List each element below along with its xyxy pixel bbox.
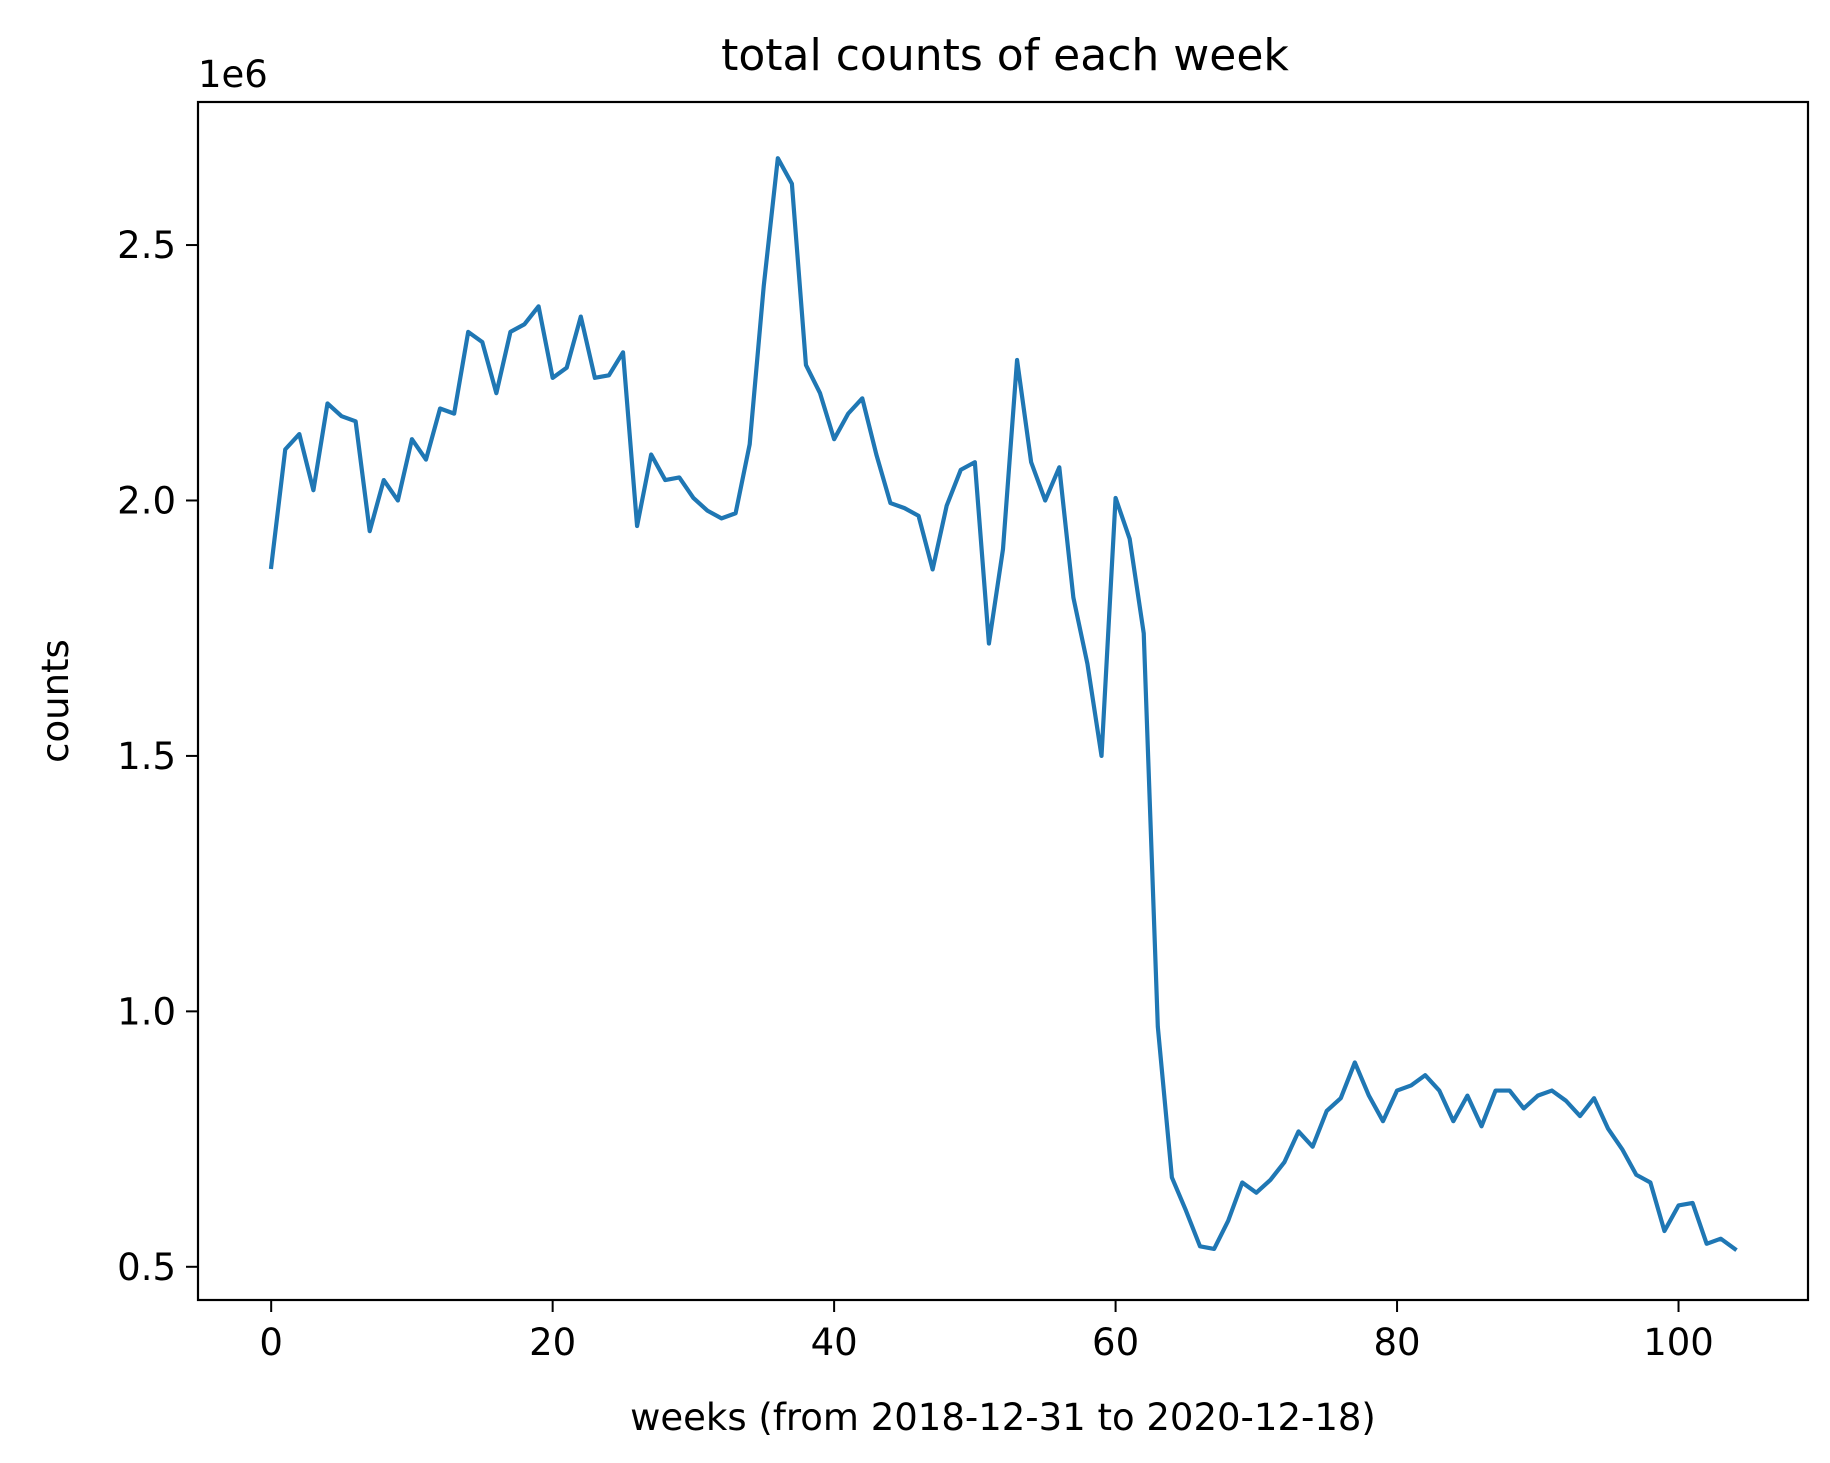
plot-area xyxy=(268,156,1738,1252)
chart-title: total counts of each week xyxy=(721,30,1289,81)
y-tick-label: 1.5 xyxy=(117,735,176,778)
x-tick-label: 20 xyxy=(529,1321,576,1364)
x-tick-label: 80 xyxy=(1374,1321,1421,1364)
x-tick-label: 40 xyxy=(811,1321,858,1364)
y-tick-label: 1.0 xyxy=(117,990,176,1033)
x-axis-label: weeks (from 2018-12-31 to 2020-12-18) xyxy=(630,1396,1376,1439)
y-tick-label: 2.5 xyxy=(117,224,176,267)
x-tick-label: 100 xyxy=(1643,1321,1714,1364)
plot-frame xyxy=(196,100,1810,1302)
y-tick-label: 2.0 xyxy=(117,479,176,522)
series-line-0 xyxy=(268,156,1738,1252)
y-offset-label: 1e6 xyxy=(198,53,268,96)
y-axis-label: counts xyxy=(34,639,77,763)
axis-ticks: 0 20 40 60 80 100 0.5 1.0 1.5 2.0 2.5 xyxy=(117,224,1714,1364)
x-tick-label: 60 xyxy=(1092,1321,1139,1364)
y-tick-label: 0.5 xyxy=(117,1246,176,1289)
x-tick-label: 0 xyxy=(259,1321,283,1364)
